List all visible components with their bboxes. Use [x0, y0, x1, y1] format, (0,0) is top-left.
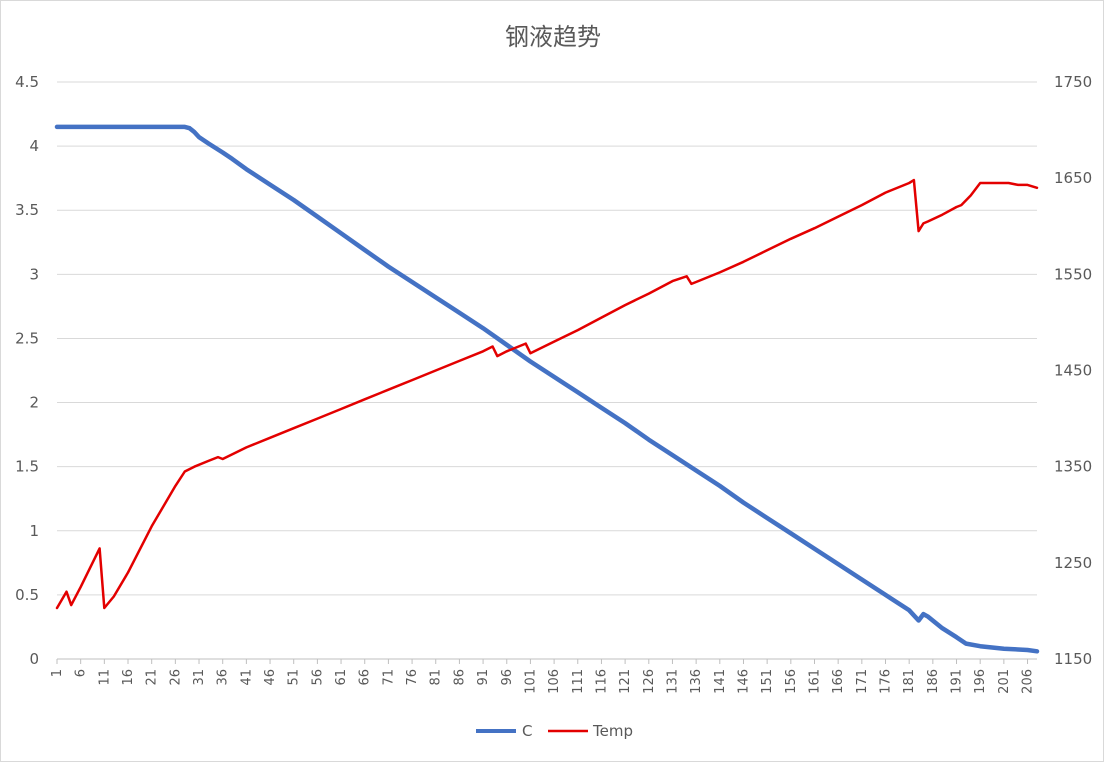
x-tick-label: 81	[429, 669, 444, 686]
x-tick-label: 71	[381, 669, 396, 686]
right-tick-label: 1450	[1054, 362, 1092, 380]
x-tick-label: 156	[784, 669, 799, 694]
x-tick-label: 11	[97, 669, 112, 686]
x-tick-label: 131	[665, 669, 680, 694]
x-tick-label: 26	[168, 669, 183, 686]
left-tick-label: 0	[29, 650, 39, 668]
x-tick-label: 206	[1021, 669, 1036, 694]
series-line-temp	[55, 178, 1039, 610]
x-tick-label: 141	[713, 669, 728, 694]
x-tick-label: 1	[50, 669, 65, 677]
x-tick-label: 196	[973, 669, 988, 694]
x-tick-label: 146	[736, 669, 751, 694]
x-tick-label: 16	[121, 669, 136, 686]
series-line-c	[54, 124, 1040, 654]
right-tick-label: 1150	[1054, 650, 1092, 668]
x-tick-label: 56	[310, 669, 325, 686]
right-tick-label: 1550	[1054, 265, 1092, 283]
x-tick-label: 106	[547, 669, 562, 694]
left-tick-label: 1	[29, 522, 39, 540]
right-tick-label: 1750	[1054, 73, 1092, 91]
x-tick-label: 191	[950, 669, 965, 694]
legend: C Temp	[476, 722, 633, 740]
chart-title: 钢液趋势	[505, 23, 601, 51]
x-tick-label: 186	[926, 669, 941, 694]
x-tick-label: 101	[523, 669, 538, 694]
x-tick-label: 91	[476, 669, 491, 686]
x-tick-label: 66	[358, 669, 373, 686]
x-tick-label: 176	[879, 669, 894, 694]
x-tick-label: 111	[571, 669, 586, 694]
right-axis-ticks: 1150 1250 1350 1450 1550 1650 1750	[1054, 73, 1092, 668]
x-tick-label: 61	[334, 669, 349, 686]
x-tick-label: 121	[618, 669, 633, 694]
x-tick-label: 161	[807, 669, 822, 694]
x-tick-label: 116	[594, 669, 609, 694]
x-tick-label: 86	[452, 669, 467, 686]
left-tick-label: 3.5	[15, 201, 39, 219]
right-tick-label: 1350	[1054, 458, 1092, 476]
left-tick-label: 0.5	[15, 586, 39, 604]
x-tick-label: 181	[902, 669, 917, 694]
right-tick-label: 1250	[1054, 554, 1092, 572]
gridlines	[57, 81, 1037, 660]
left-axis-ticks: 0 0.5 1 1.5 2 2.5 3 3.5 4 4.5	[15, 73, 39, 668]
x-tick-label: 151	[760, 669, 775, 694]
x-tick-label: 166	[831, 669, 846, 694]
right-tick-label: 1650	[1054, 169, 1092, 187]
x-tick-label: 201	[997, 669, 1012, 694]
x-tick-label: 126	[642, 669, 657, 694]
series-lines	[54, 124, 1040, 654]
x-tick-label: 21	[145, 669, 160, 686]
left-tick-label: 2	[29, 394, 39, 412]
x-axis-ticks: 1 6 11 16 21 26 31 36 41 46 51 56 61 66 71 76 81 86 91 96 10…	[50, 659, 1036, 694]
left-tick-label: 4	[29, 137, 39, 155]
legend-label-temp: Temp	[592, 722, 633, 740]
x-tick-label: 136	[689, 669, 704, 694]
x-tick-label: 31	[192, 669, 207, 686]
x-tick-label: 6	[74, 669, 89, 677]
x-tick-label: 171	[855, 669, 870, 694]
x-tick-label: 36	[216, 669, 231, 686]
left-tick-label: 1.5	[15, 458, 39, 476]
x-tick-label: 46	[263, 669, 278, 686]
legend-label-c: C	[522, 722, 532, 740]
x-tick-label: 76	[405, 669, 420, 686]
left-tick-label: 2.5	[15, 329, 39, 347]
x-tick-label: 51	[287, 669, 302, 686]
left-tick-label: 4.5	[15, 73, 39, 91]
x-tick-label: 96	[500, 669, 515, 686]
left-tick-label: 3	[29, 265, 39, 283]
x-tick-label: 41	[239, 669, 254, 686]
